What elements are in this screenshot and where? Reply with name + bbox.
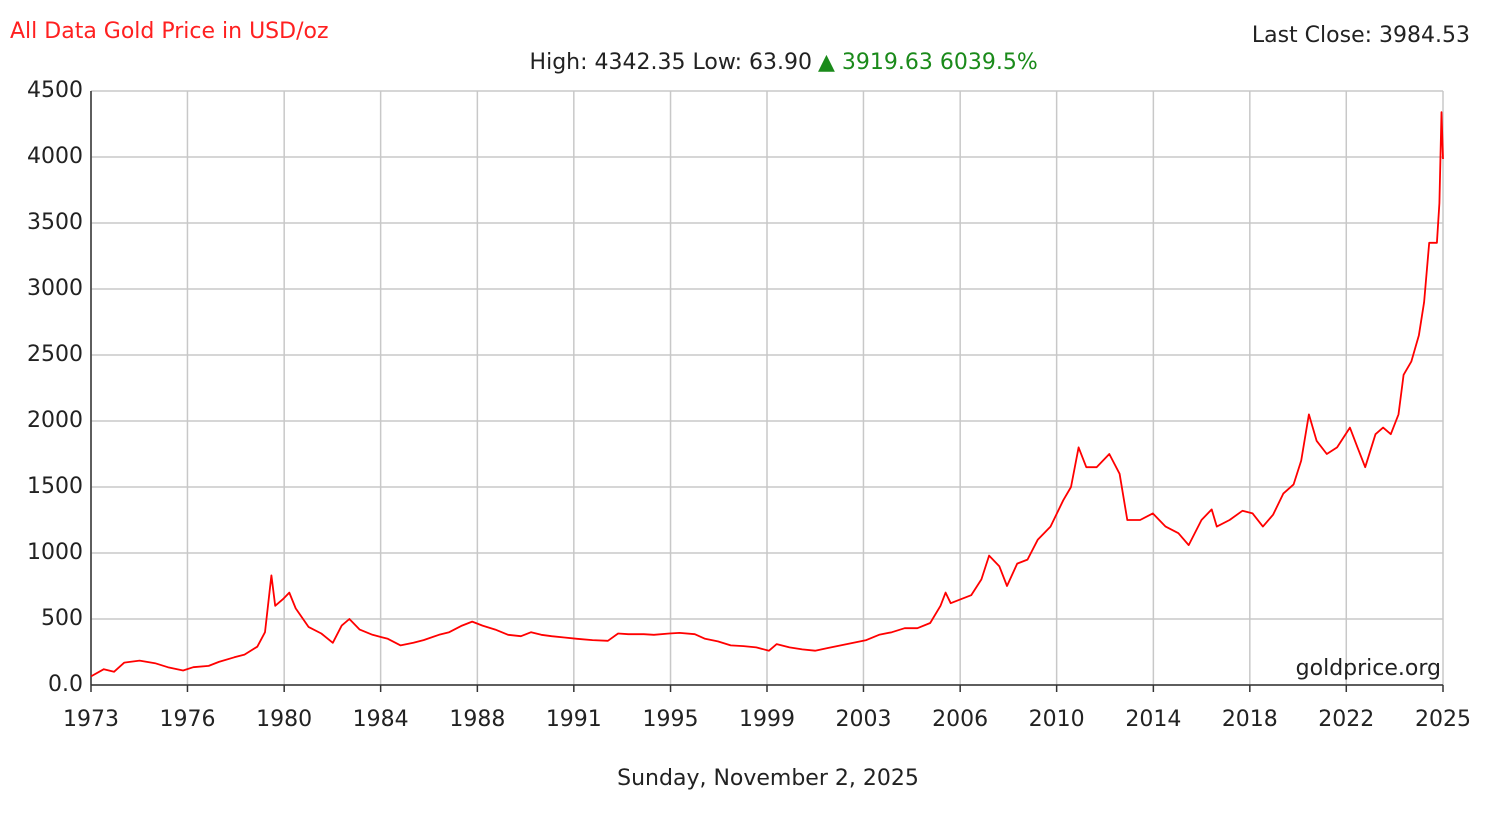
x-tick-label: 1984 bbox=[353, 707, 409, 732]
y-tick-label: 2000 bbox=[27, 408, 83, 433]
x-tick-label: 2003 bbox=[835, 707, 891, 732]
subtitle: High: 4342.35 Low: 63.90 bbox=[530, 50, 812, 75]
x-tick-label: 1991 bbox=[546, 707, 602, 732]
y-tick-label: 2500 bbox=[27, 342, 83, 367]
x-tick-label: 2022 bbox=[1318, 707, 1374, 732]
y-tick-label: 3000 bbox=[27, 276, 83, 301]
date: Sunday, November 2, 2025 bbox=[617, 766, 919, 791]
x-tick-label: 1976 bbox=[159, 707, 215, 732]
x-tick-label: 1995 bbox=[643, 707, 699, 732]
x-tick-label: 1973 bbox=[63, 707, 119, 732]
y-tick-label: 3500 bbox=[27, 210, 83, 235]
y-tick-label: 0.0 bbox=[48, 672, 83, 697]
change: ▲ 3919.63 6039.5% bbox=[818, 50, 1038, 75]
x-tick-label: 1988 bbox=[449, 707, 505, 732]
chart-title: All Data Gold Price in USD/oz bbox=[10, 19, 329, 44]
x-tick-label: 2025 bbox=[1415, 707, 1471, 732]
x-tick-label: 2014 bbox=[1125, 707, 1181, 732]
x-tick-label: 2006 bbox=[932, 707, 988, 732]
x-tick-label: 2010 bbox=[1029, 707, 1085, 732]
y-tick-label: 1500 bbox=[27, 474, 83, 499]
last-close: Last Close: 3984.53 bbox=[1252, 23, 1470, 48]
y-tick-label: 4000 bbox=[27, 144, 83, 169]
x-tick-label: 2018 bbox=[1222, 707, 1278, 732]
y-tick-label: 500 bbox=[41, 606, 83, 631]
price-line bbox=[90, 111, 1444, 678]
x-tick-label: 1999 bbox=[739, 707, 795, 732]
y-tick-label: 4500 bbox=[27, 78, 83, 103]
y-tick-label: 1000 bbox=[27, 540, 83, 565]
x-tick-label: 1980 bbox=[256, 707, 312, 732]
watermark: goldprice.org bbox=[1296, 656, 1441, 681]
